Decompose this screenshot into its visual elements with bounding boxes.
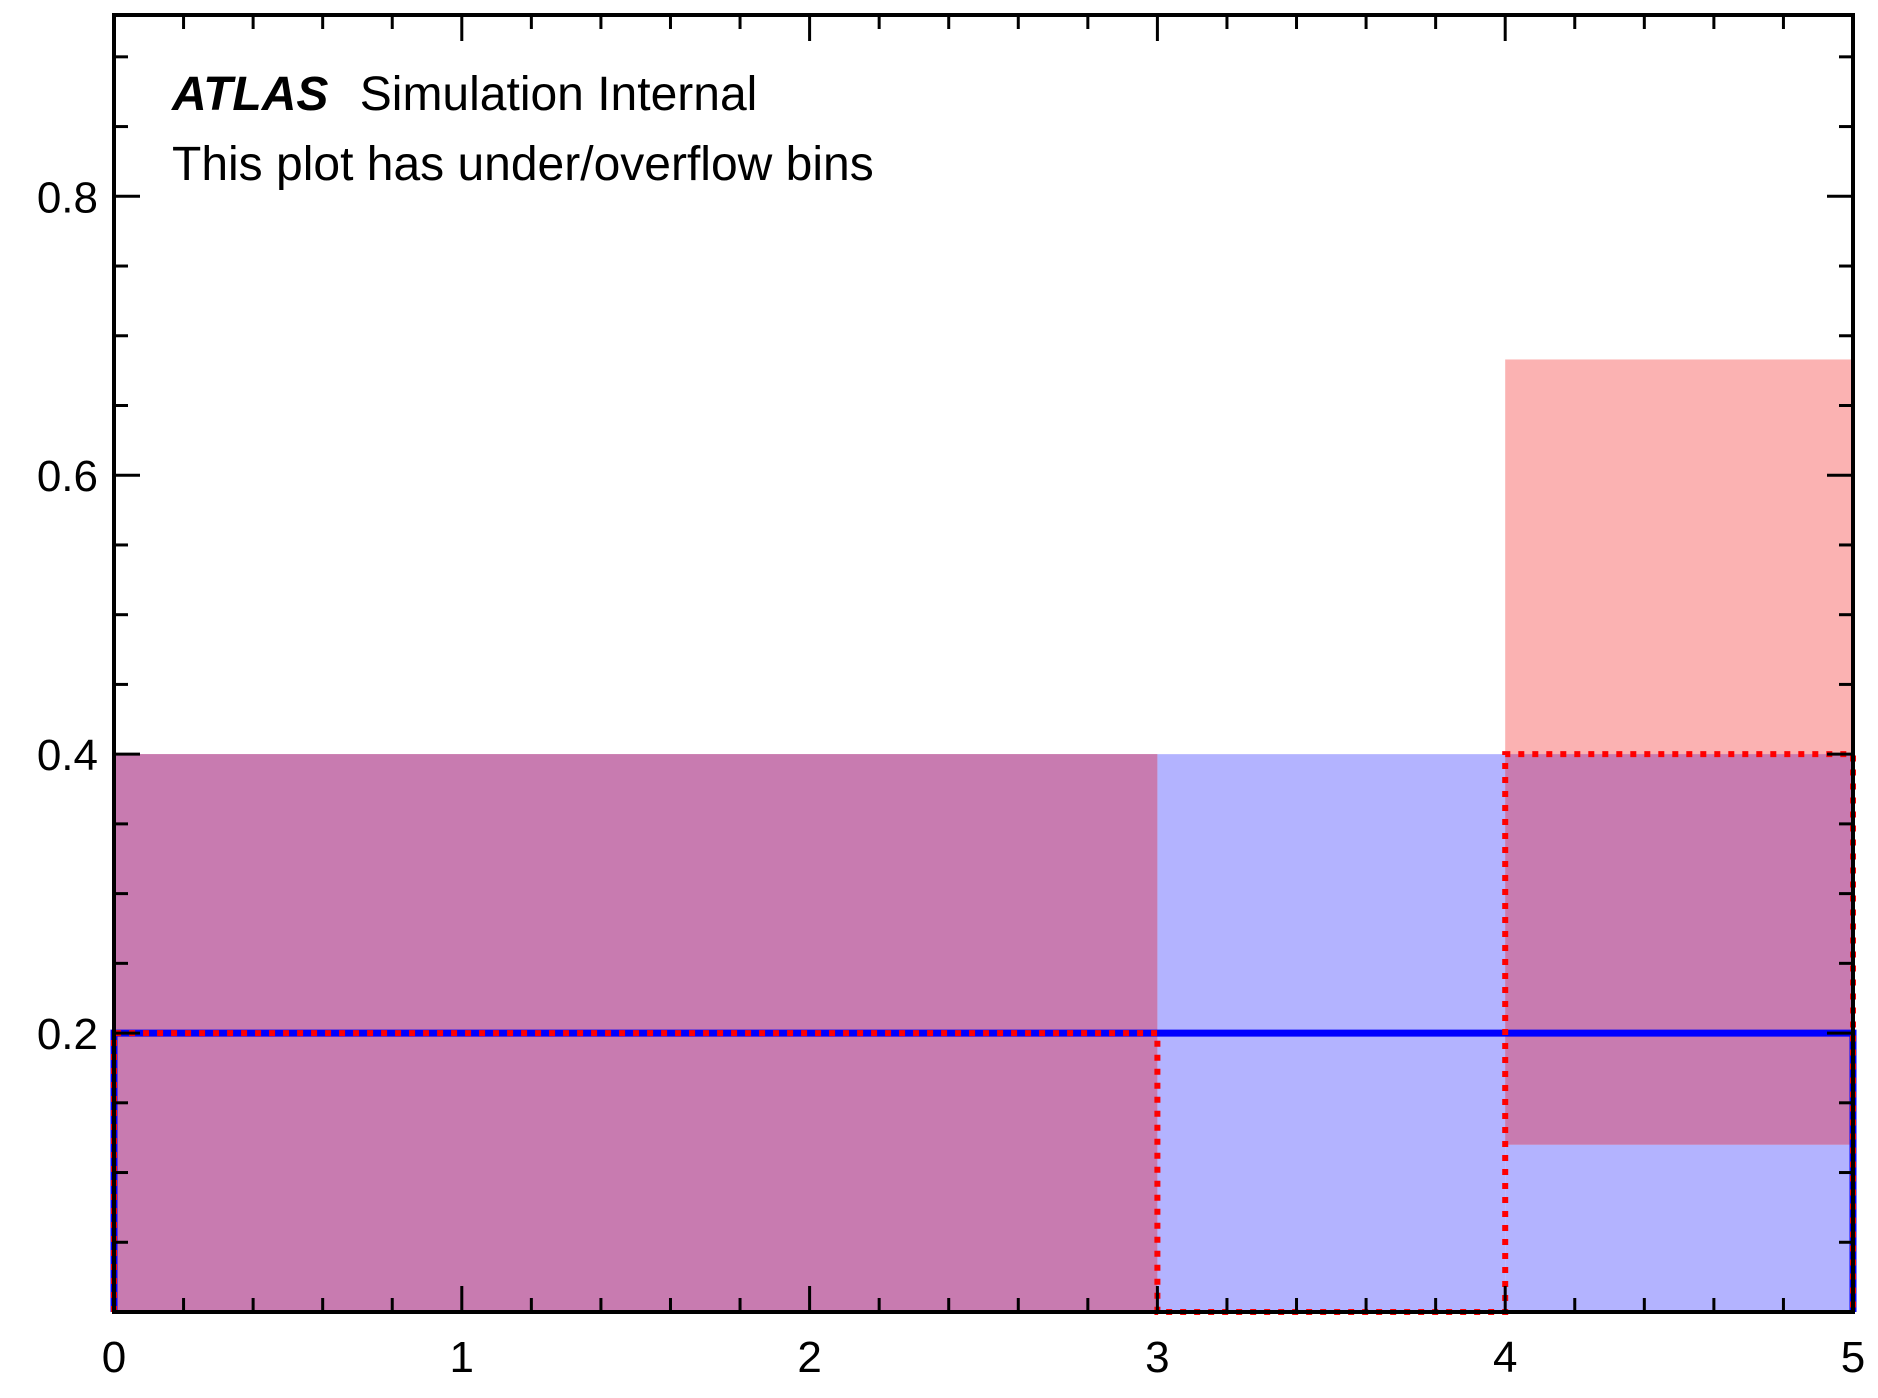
x-tick-label: 3 — [1145, 1333, 1169, 1382]
band-overlap-bin-2 — [1505, 754, 1853, 1145]
atlas-label-line: ATLAS Simulation Internal — [171, 68, 757, 121]
y-tick-label: 0.6 — [37, 452, 98, 501]
atlas-label: ATLAS — [171, 68, 328, 121]
histogram-line-1 — [111, 751, 1856, 1315]
plot-frame — [112, 13, 1855, 1314]
under-overflow-note: This plot has under/overflow bins — [172, 138, 874, 191]
x-tick-label: 5 — [1841, 1333, 1865, 1382]
y-tick-label: 0.4 — [37, 731, 98, 780]
uncertainty-bands — [114, 359, 1853, 1312]
x-tick-label: 1 — [450, 1333, 474, 1382]
tick-labels: 0 1 2 3 4 5 0.2 0.4 0.6 0.8 — [37, 173, 1865, 1382]
axis-ticks — [112, 15, 1855, 1312]
y-tick-label: 0.8 — [37, 173, 98, 222]
x-tick-label: 0 — [102, 1333, 126, 1382]
x-tick-label: 4 — [1493, 1333, 1517, 1382]
status-label: Simulation Internal — [360, 68, 758, 121]
x-tick-label: 2 — [797, 1333, 821, 1382]
y-tick-label: 0.2 — [37, 1010, 98, 1059]
